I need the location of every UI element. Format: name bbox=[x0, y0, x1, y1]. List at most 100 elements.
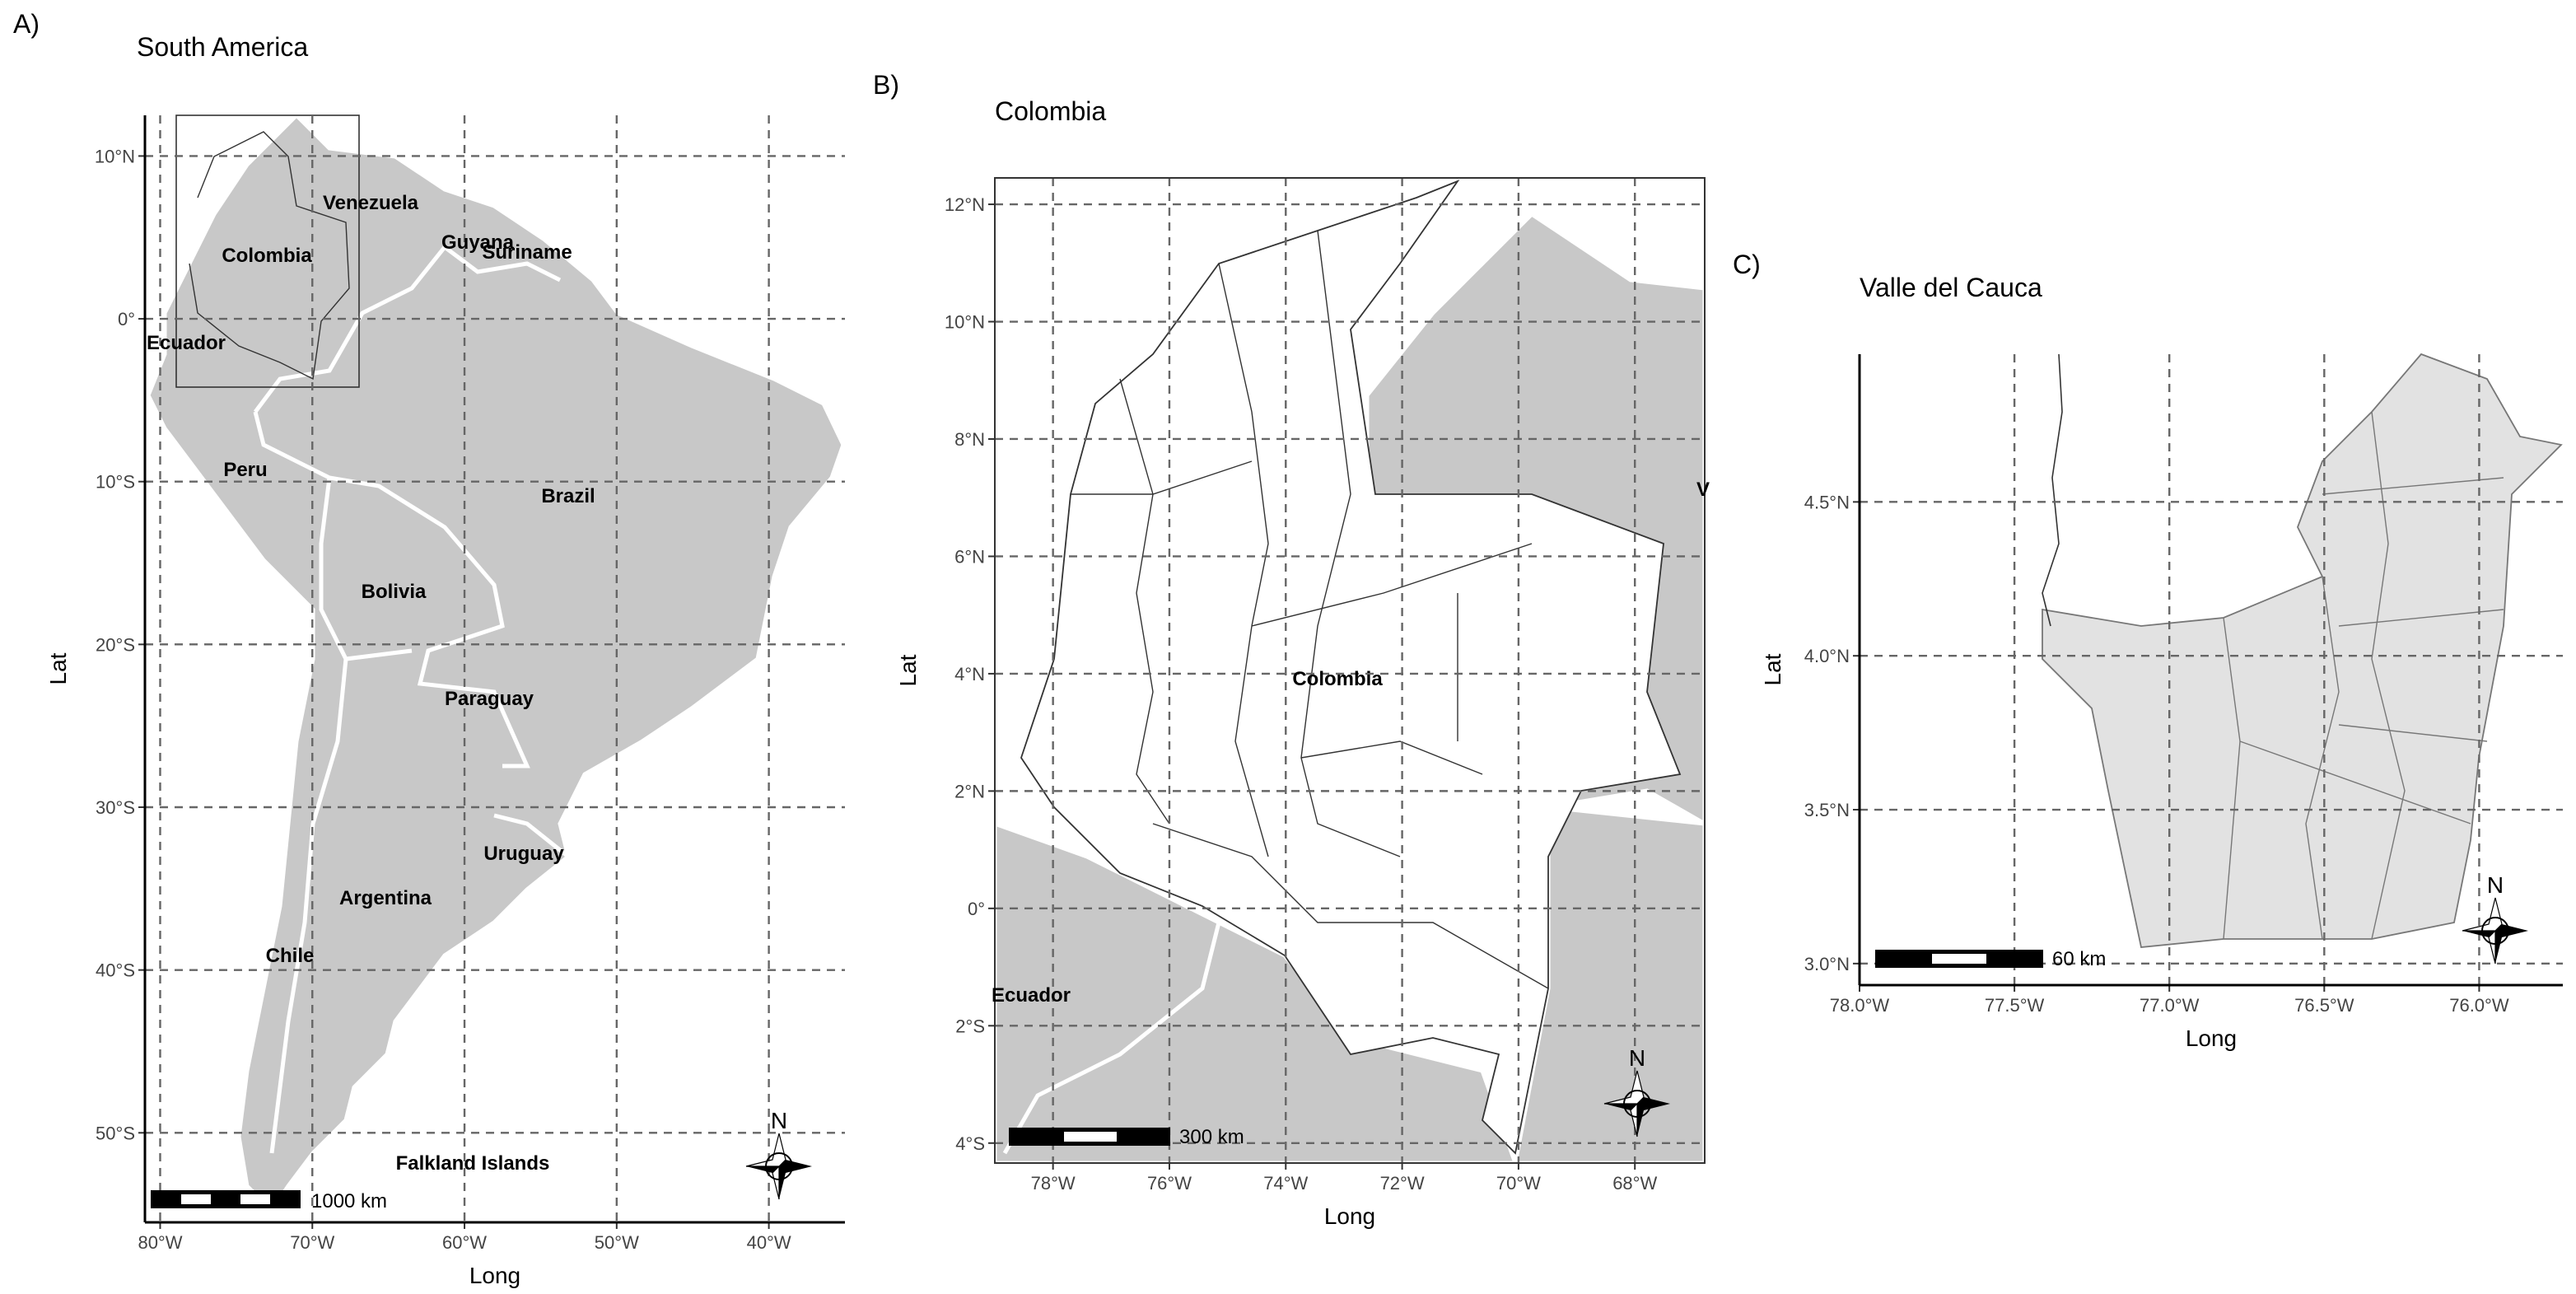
x-tick-label: 68°W bbox=[1612, 1173, 1657, 1194]
place-label: Ecuador bbox=[992, 984, 1071, 1007]
y-axis-label: Lat bbox=[45, 652, 71, 684]
municipality bbox=[2371, 411, 2406, 940]
place-label: Guyana bbox=[441, 231, 515, 254]
place-label: Suriname bbox=[482, 241, 572, 264]
x-tick-label: 80°W bbox=[138, 1232, 182, 1253]
y-tick-label: 50°S bbox=[96, 1123, 135, 1143]
x-tick-label: 77.0°W bbox=[2140, 995, 2200, 1016]
north-arrow: N bbox=[2462, 872, 2528, 965]
colombia-map bbox=[992, 180, 1707, 1166]
place-label: Bolivia bbox=[362, 581, 427, 603]
x-axis-label: Long bbox=[2186, 1025, 2237, 1051]
y-axis-label: Lat bbox=[1760, 653, 1785, 685]
place-label: Colombia bbox=[1292, 668, 1383, 690]
border bbox=[253, 411, 530, 768]
scale-label: 60 km bbox=[2052, 948, 2106, 970]
place-label: Peru bbox=[223, 459, 267, 481]
municipality bbox=[2338, 609, 2504, 627]
scale-label: 300 km bbox=[1179, 1126, 1244, 1148]
y-tick-label: 8°N bbox=[954, 429, 985, 450]
y-tick-label: 4.5°N bbox=[1804, 492, 1850, 512]
municipality bbox=[2338, 724, 2488, 742]
x-tick-label: 60°W bbox=[442, 1232, 487, 1253]
coastline bbox=[2042, 353, 2063, 627]
north-arrow: N bbox=[745, 1108, 812, 1200]
x-tick-label: 40°W bbox=[747, 1232, 791, 1253]
y-tick-label: 0° bbox=[968, 899, 985, 919]
x-axis-label: Long bbox=[469, 1263, 520, 1288]
place-label: Argentina bbox=[339, 887, 432, 909]
y-tick-label: 10°S bbox=[96, 472, 135, 493]
colombia-outline bbox=[189, 131, 350, 381]
x-tick-label: 50°W bbox=[595, 1232, 639, 1253]
north-label: N bbox=[1629, 1045, 1645, 1071]
place-label: Paraguay bbox=[445, 688, 534, 710]
y-tick-label: 4°S bbox=[955, 1133, 985, 1154]
panel-title: South America bbox=[137, 32, 308, 62]
north-arrow: N bbox=[1603, 1045, 1670, 1138]
panel-border bbox=[994, 177, 1706, 1164]
municipality bbox=[2239, 740, 2471, 825]
y-axis-label: Lat bbox=[895, 654, 921, 686]
y-tick-label: 2°N bbox=[954, 781, 985, 801]
border bbox=[269, 658, 348, 1154]
y-tick-label: 10°N bbox=[945, 312, 985, 333]
continent bbox=[146, 112, 846, 1214]
border bbox=[493, 813, 570, 858]
valle-del-cauca bbox=[2042, 353, 2563, 948]
y-tick-label: 2°S bbox=[955, 1016, 985, 1036]
scale-bar: 1000 km bbox=[151, 1190, 387, 1212]
y-tick-label: 20°S bbox=[96, 634, 135, 655]
colombia bbox=[1020, 180, 1682, 1155]
border bbox=[1002, 922, 1221, 1155]
place-label: Falkland Islands bbox=[396, 1152, 550, 1175]
y-tick-label: 0° bbox=[118, 309, 135, 329]
place-label: Uruguay bbox=[483, 843, 564, 865]
axes: A) South America Long Lat 80°W 70°W 60°W 50°W 40… bbox=[13, 9, 2563, 1288]
scale-bar: 60 km bbox=[1875, 948, 2106, 970]
panel-title: Colombia bbox=[995, 96, 1106, 126]
x-tick-label: 76°W bbox=[1147, 1173, 1192, 1194]
y-tick-label: 12°N bbox=[945, 194, 985, 215]
border bbox=[319, 477, 413, 661]
municipality bbox=[2305, 576, 2340, 940]
x-tick-label: 74°W bbox=[1263, 1173, 1308, 1194]
x-tick-label: 70°W bbox=[1496, 1173, 1541, 1194]
place-label: Venezuela bbox=[323, 192, 419, 214]
department bbox=[1300, 740, 1483, 775]
panel-title: Valle del Cauca bbox=[1860, 273, 2042, 302]
x-tick-label: 78°W bbox=[1031, 1173, 1076, 1194]
x-tick-label: 76.0°W bbox=[2449, 995, 2509, 1016]
y-tick-label: 4.0°N bbox=[1804, 646, 1850, 666]
y-tick-label: 6°N bbox=[954, 546, 985, 567]
y-tick-label: 40°S bbox=[96, 960, 135, 981]
place-label: Brazil bbox=[541, 485, 595, 507]
y-tick-label: 10°N bbox=[95, 146, 135, 166]
panel-letter: A) bbox=[13, 9, 40, 39]
panel-letter: B) bbox=[873, 70, 899, 100]
x-tick-label: 78.0°W bbox=[1830, 995, 1890, 1016]
x-tick-label: 70°W bbox=[290, 1232, 334, 1253]
x-axis-label: Long bbox=[1324, 1203, 1375, 1229]
north-label: N bbox=[2487, 872, 2504, 898]
department bbox=[1119, 378, 1170, 825]
inset-box bbox=[175, 114, 360, 388]
place-label: Chile bbox=[266, 945, 315, 967]
valle-map bbox=[2042, 353, 2563, 948]
north-label: N bbox=[771, 1108, 787, 1133]
municipality bbox=[2322, 477, 2504, 495]
y-tick-label: 3.5°N bbox=[1804, 800, 1850, 820]
x-tick-label: 72°W bbox=[1380, 1173, 1425, 1194]
department bbox=[1152, 823, 1549, 989]
scale-bar: 300 km bbox=[1009, 1126, 1244, 1148]
department bbox=[1300, 230, 1401, 857]
y-tick-label: 30°S bbox=[96, 797, 135, 818]
panel-letter: C) bbox=[1733, 250, 1761, 279]
department bbox=[1251, 543, 1533, 627]
x-tick-label: 77.5°W bbox=[1985, 995, 2045, 1016]
border bbox=[254, 244, 562, 413]
place-label: V bbox=[1696, 479, 1710, 501]
scale-label: 1000 km bbox=[311, 1190, 387, 1212]
department bbox=[1218, 263, 1269, 857]
